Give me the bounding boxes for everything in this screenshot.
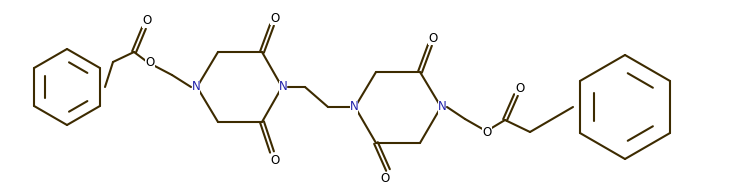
Text: N: N <box>350 101 358 114</box>
Text: O: O <box>483 125 492 139</box>
Text: O: O <box>515 81 524 94</box>
Text: O: O <box>145 57 154 70</box>
Text: O: O <box>428 32 438 44</box>
Text: N: N <box>192 81 201 94</box>
Text: O: O <box>142 15 151 28</box>
Text: O: O <box>380 171 389 184</box>
Text: N: N <box>278 81 287 94</box>
Text: N: N <box>438 101 446 114</box>
Text: O: O <box>270 12 280 25</box>
Text: O: O <box>270 153 280 167</box>
